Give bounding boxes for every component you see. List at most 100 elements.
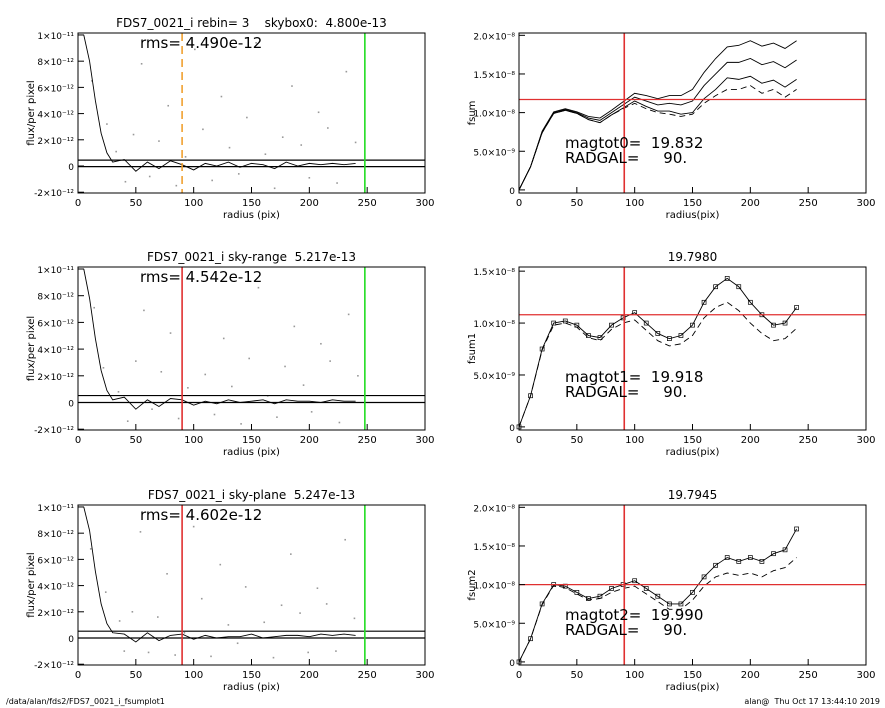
scatter-point — [167, 104, 170, 107]
scatter-point — [299, 612, 301, 614]
marker — [690, 322, 695, 328]
scatter-point — [276, 416, 278, 418]
marker — [701, 574, 707, 580]
marker — [747, 555, 753, 560]
line — [83, 506, 356, 643]
scatter-point — [353, 617, 356, 620]
scatter-point — [310, 411, 313, 413]
y-tick-label: -2×10⁻¹² — [34, 426, 74, 436]
y-tick-label: 6×10⁻¹² — [37, 84, 74, 94]
annotation: magtot0= 19.832 — [565, 134, 703, 152]
x-tick-label: 300 — [856, 670, 875, 681]
scatter-point — [192, 525, 195, 528]
scatter-point — [175, 184, 178, 187]
marker — [713, 562, 718, 568]
scatter-point — [123, 650, 126, 652]
scatter-point — [117, 391, 120, 393]
scatter-point — [316, 587, 319, 590]
scatter-point — [248, 357, 250, 360]
annotation: RADGAL= 90. — [565, 383, 687, 401]
line — [83, 34, 356, 172]
marker — [701, 299, 707, 305]
marker — [551, 320, 557, 326]
scatter-point — [177, 417, 180, 420]
scatter-point — [335, 650, 337, 652]
x-tick-label: 0 — [75, 435, 81, 446]
marker — [690, 589, 695, 595]
marker — [632, 578, 638, 584]
scatter-point — [329, 360, 331, 362]
marker — [736, 284, 742, 290]
scatter-point — [291, 85, 293, 87]
x-tick-label: 250 — [799, 670, 818, 681]
scatter-point — [236, 642, 239, 645]
scatter-point — [257, 286, 260, 289]
x-tick-label: 150 — [683, 435, 702, 446]
x-tick-label: 50 — [570, 670, 583, 681]
x-tick-label: 50 — [570, 198, 583, 209]
scatter-point — [231, 385, 233, 388]
scatter-point — [300, 144, 303, 146]
y-tick-label: -2×10⁻¹² — [34, 189, 74, 199]
x-axis-label: radius(pix) — [666, 447, 720, 458]
marker — [528, 393, 533, 399]
x-tick-label: 50 — [570, 435, 583, 446]
y-tick-label: 8×10⁻¹² — [37, 530, 74, 540]
y-tick-label: 4×10⁻¹² — [37, 111, 74, 121]
x-tick-label: 0 — [516, 435, 522, 446]
y-axis-label: flux/per pixel — [26, 80, 37, 145]
x-tick-label: 0 — [516, 198, 522, 209]
x-tick-label: 300 — [415, 670, 434, 681]
scatter-point — [344, 538, 346, 541]
marker — [655, 593, 661, 599]
x-tick-label: 300 — [856, 435, 875, 446]
scatter-point — [308, 176, 311, 179]
y-tick-label: 1.5×10⁻⁸ — [473, 71, 515, 81]
x-tick-label: 300 — [415, 198, 434, 209]
y-tick-label: 0 — [509, 424, 515, 434]
marker — [747, 299, 753, 305]
y-tick-label: 1.0×10⁻⁸ — [473, 320, 515, 330]
y-tick-label: 0 — [68, 635, 74, 645]
y-tick-label: 2.0×10⁻⁸ — [473, 32, 515, 42]
y-tick-label: 0 — [68, 163, 74, 173]
x-tick-label: 100 — [184, 670, 203, 681]
scatter-point — [183, 631, 186, 634]
scatter-point — [132, 133, 135, 136]
x-tick-label: 50 — [129, 670, 142, 681]
scatter-point — [345, 70, 348, 73]
x-tick-label: 150 — [683, 198, 702, 209]
y-tick-label: 1.0×10⁻⁸ — [473, 110, 515, 120]
x-tick-label: 0 — [75, 198, 81, 209]
marker — [643, 586, 649, 591]
line — [519, 301, 797, 428]
scatter-point — [160, 370, 163, 373]
scatter-point — [317, 111, 320, 114]
y-tick-label: 1×10⁻¹¹ — [37, 32, 74, 42]
x-tick-label: 50 — [129, 198, 142, 209]
scatter-point — [244, 586, 247, 588]
x-axis-label: radius(pix) — [666, 210, 720, 221]
y-axis-label: fsum1 — [467, 333, 478, 364]
x-tick-label: 200 — [741, 435, 760, 446]
scatter-point — [115, 150, 117, 153]
marker — [562, 318, 568, 324]
marker — [586, 596, 591, 601]
y-tick-label: 1×10⁻¹¹ — [37, 266, 74, 276]
scatter-point — [126, 420, 129, 422]
scatter-point — [263, 621, 266, 624]
scatter-point — [211, 179, 213, 182]
y-axis-label: flux/per pixel — [26, 316, 37, 381]
marker — [759, 559, 765, 564]
scatter-point — [237, 173, 240, 175]
scatter-point — [228, 146, 231, 149]
marker — [643, 320, 649, 326]
scatter-point — [273, 187, 276, 190]
scatter-point — [338, 421, 341, 424]
scatter-point — [140, 62, 143, 65]
x-tick-label: 150 — [242, 435, 261, 446]
x-tick-label: 250 — [799, 198, 818, 209]
marker — [667, 601, 672, 607]
x-tick-label: 200 — [741, 670, 760, 681]
y-tick-label: 2×10⁻¹² — [37, 373, 74, 383]
